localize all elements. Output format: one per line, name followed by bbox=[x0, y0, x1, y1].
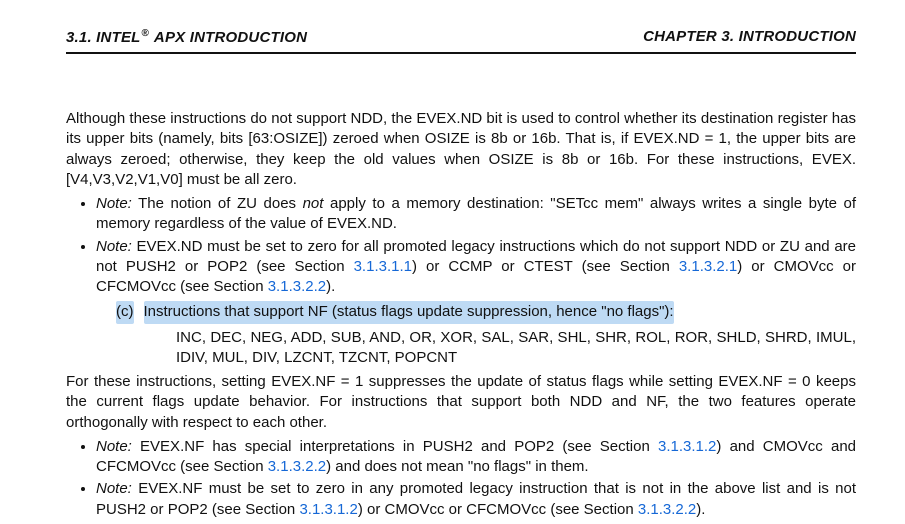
note-text: The notion of ZU does bbox=[132, 195, 303, 212]
section-link[interactable]: 3.1.3.2.2 bbox=[638, 501, 696, 518]
list-marker-c: (c) bbox=[116, 301, 134, 323]
running-head: 3.1. INTEL® APX INTRODUCTION CHAPTER 3. … bbox=[66, 28, 856, 54]
registered-mark: ® bbox=[141, 28, 151, 39]
note-zu-mem: Note: The notion of ZU does not apply to… bbox=[96, 194, 856, 235]
section-link[interactable]: 3.1.3.1.1 bbox=[354, 258, 412, 275]
note-nf-special: Note: EVEX.NF has special interpretation… bbox=[96, 437, 856, 478]
section-link[interactable]: 3.1.3.2.2 bbox=[268, 458, 326, 475]
note-text: ) or CMOVcc or CFCMOVcc (see Section bbox=[358, 501, 638, 518]
list-item-c-text: Instructions that support NF (status fla… bbox=[144, 301, 674, 323]
note-em: not bbox=[303, 195, 324, 212]
list-item-c: (c) Instructions that support NF (status… bbox=[116, 301, 856, 323]
note-text: ) or CCMP or CTEST (see Section bbox=[412, 258, 679, 275]
body-area: Although these instructions do not suppo… bbox=[66, 109, 856, 520]
note-text: ). bbox=[326, 278, 335, 295]
note-label: Note: bbox=[96, 238, 132, 255]
note-label: Note: bbox=[96, 438, 132, 455]
note-text: ). bbox=[696, 501, 705, 518]
note-text: EVEX.NF has special interpretations in P… bbox=[132, 438, 658, 455]
running-head-right: CHAPTER 3. INTRODUCTION bbox=[643, 28, 856, 46]
para-nf-desc: For these instructions, setting EVEX.NF … bbox=[66, 372, 856, 433]
section-link[interactable]: 3.1.3.1.2 bbox=[299, 501, 357, 518]
section-link[interactable]: 3.1.3.2.1 bbox=[679, 258, 737, 275]
running-head-left: 3.1. INTEL® APX INTRODUCTION bbox=[66, 28, 307, 46]
running-head-left-prefix: 3.1. INTEL bbox=[66, 29, 141, 46]
note-text: ) and does not mean "no flags" in them. bbox=[326, 458, 588, 475]
note-list-2: Note: EVEX.NF has special interpretation… bbox=[66, 437, 856, 520]
running-head-left-suffix: APX INTRODUCTION bbox=[150, 29, 307, 46]
para-zu-intro: Although these instructions do not suppo… bbox=[66, 109, 856, 190]
note-nf-zero: Note: EVEX.NF must be set to zero in any… bbox=[96, 479, 856, 520]
section-link[interactable]: 3.1.3.2.2 bbox=[268, 278, 326, 295]
section-link[interactable]: 3.1.3.1.2 bbox=[658, 438, 716, 455]
page: 3.1. INTEL® APX INTRODUCTION CHAPTER 3. … bbox=[66, 28, 856, 524]
note-list-1: Note: The notion of ZU does not apply to… bbox=[66, 194, 856, 297]
nf-instruction-list: INC, DEC, NEG, ADD, SUB, AND, OR, XOR, S… bbox=[176, 328, 856, 369]
note-nd-zero: Note: EVEX.ND must be set to zero for al… bbox=[96, 237, 856, 298]
note-label: Note: bbox=[96, 480, 132, 497]
note-label: Note: bbox=[96, 195, 132, 212]
